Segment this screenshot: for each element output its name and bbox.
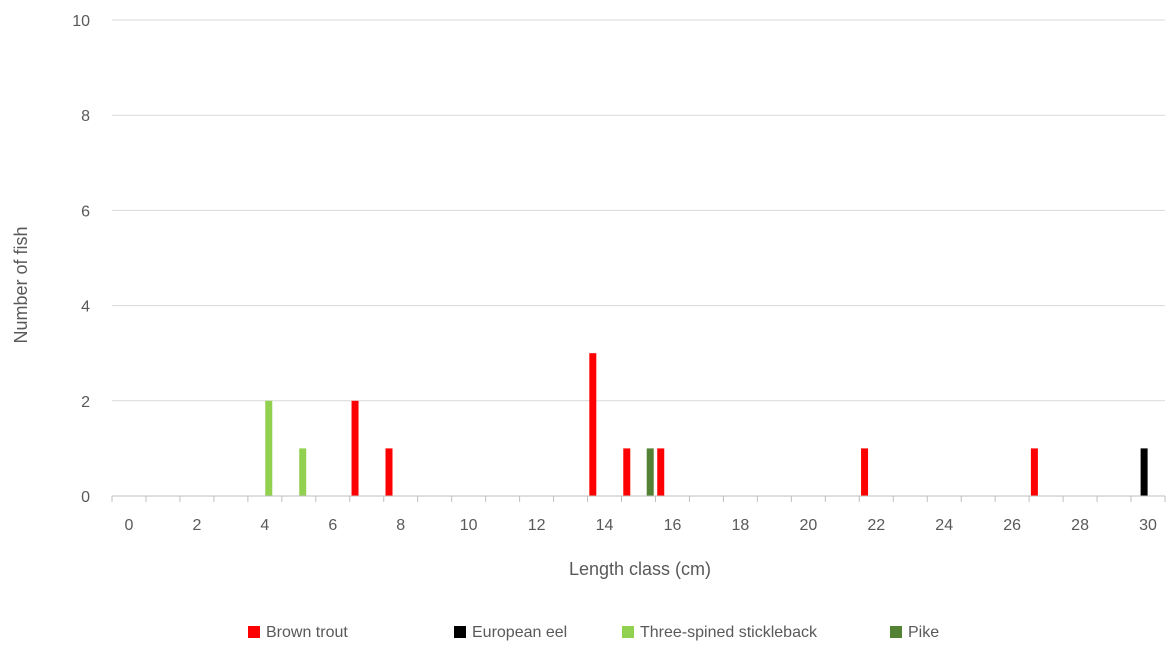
y-tick-label: 6 [81,203,90,220]
x-tick-label: 30 [1139,517,1157,534]
x-tick-label: 10 [460,517,478,534]
gridlines [112,19,1165,402]
bar-brown-trout [861,448,869,496]
x-tick-label: 8 [396,517,405,534]
y-tick-label: 10 [72,13,90,30]
x-axis: 0 2 4 6 8 10 12 14 16 18 20 22 24 26 28 30 [111,495,1166,534]
y-tick-label: 0 [81,489,90,506]
x-tick-label: 28 [1071,517,1089,534]
bar-pike [646,448,654,496]
legend-swatch-three-spined-stickleback [622,626,634,638]
x-tick-label: 12 [528,517,546,534]
legend-label-three-spined-stickleback: Three-spined stickleback [640,624,818,641]
x-tick-label: 26 [1003,517,1021,534]
y-tick-label: 4 [81,299,90,316]
bar-three-spined-stickleback [265,400,273,496]
bar-three-spined-stickleback [299,448,307,496]
x-tick-label: 6 [328,517,337,534]
y-tick-label: 8 [81,108,90,125]
legend-swatch-european-eel [454,626,466,638]
bar-brown-trout [623,448,631,496]
bar-brown-trout [385,448,393,496]
bar-brown-trout [657,448,665,496]
bar-brown-trout [589,353,597,496]
x-tick-label: 24 [935,517,953,534]
bar-brown-trout [1030,448,1038,496]
legend-label-pike: Pike [908,624,939,641]
x-tick-label: 20 [799,517,817,534]
y-axis: 0 2 4 6 8 10 [72,13,90,506]
x-tick-label: 18 [732,517,750,534]
legend: Brown trout European eel Three-spined stic… [248,624,939,641]
x-axis-title: Length class (cm) [569,559,711,579]
bars [265,353,1148,496]
bar-european-eel [1140,448,1148,496]
legend-swatch-brown-trout [248,626,260,638]
bar-brown-trout [351,400,359,496]
x-tick-label: 22 [867,517,885,534]
x-tick-label: 4 [260,517,269,534]
y-tick-label: 2 [81,394,90,411]
y-axis-title: Number of fish [11,226,31,343]
legend-label-european-eel: European eel [472,624,567,641]
x-tick-label: 0 [125,517,134,534]
x-tick-label: 16 [664,517,682,534]
x-tick-label: 14 [596,517,614,534]
legend-swatch-pike [890,626,902,638]
x-tick-label: 2 [192,517,201,534]
legend-label-brown-trout: Brown trout [266,624,348,641]
